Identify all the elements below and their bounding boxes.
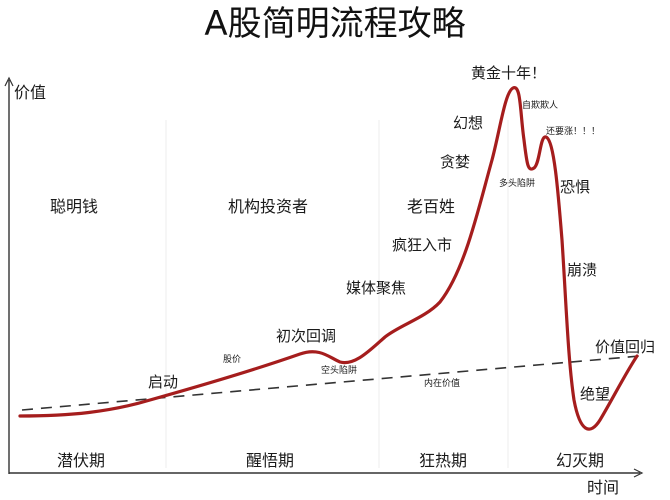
- price-curve: [18, 86, 639, 431]
- x-axis-arrow-icon: [633, 468, 644, 478]
- y-axis-label: 价值: [14, 83, 47, 102]
- phase-awakening: 醒悟期: [246, 451, 295, 470]
- phase-latent: 潜伏期: [57, 451, 106, 470]
- stage-greed: 贪婪: [440, 153, 471, 171]
- x-axis-label: 时间: [587, 478, 620, 497]
- y-axis-arrow-icon: [4, 76, 14, 87]
- chart-title: A股简明流程攻略: [204, 4, 466, 44]
- stage-stock-price: 股价: [223, 355, 242, 365]
- stage-despair: 绝望: [580, 385, 611, 403]
- participant-institutions: 机构投资者: [228, 197, 309, 216]
- stage-self-deception: 自欺欺人: [522, 101, 559, 111]
- stage-fear: 恐惧: [560, 178, 591, 196]
- stage-frenzy-entry: 疯狂入市: [392, 236, 453, 254]
- stage-bear-trap: 空头陷阱: [321, 366, 358, 376]
- phase-frenzy: 狂热期: [419, 451, 468, 470]
- stage-first-pullback: 初次回调: [276, 327, 337, 345]
- stage-will-rise-again: 还要涨！！！: [546, 127, 601, 137]
- stage-bull-trap: 多头陷阱: [499, 179, 536, 189]
- stage-media-focus: 媒体聚焦: [346, 279, 407, 297]
- intrinsic-value-line: [21, 355, 641, 411]
- stage-launch: 启动: [148, 373, 179, 391]
- stage-intrinsic-value: 内在价值: [424, 379, 461, 389]
- participant-retail: 老百姓: [407, 197, 456, 216]
- stage-collapse: 崩溃: [567, 261, 598, 279]
- participant-smart-money: 聪明钱: [50, 197, 99, 216]
- phase-disillusion: 幻灭期: [556, 451, 605, 470]
- stage-fantasy: 幻想: [453, 114, 484, 132]
- stage-value-return: 价值回归: [595, 338, 656, 356]
- stage-golden-decade: 黄金十年！: [471, 64, 547, 82]
